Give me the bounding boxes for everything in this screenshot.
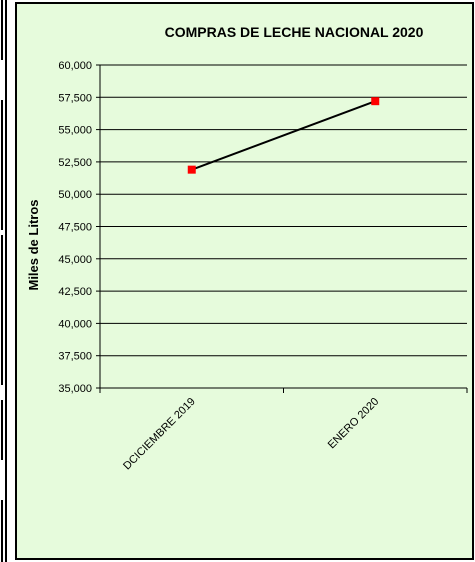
series-line [191,100,376,171]
y-tick-label: 45,000 [58,254,92,266]
x-category-label: ENERO 2020 [326,396,382,452]
y-tick-label: 57,500 [58,92,92,104]
y-tick-label: 60,000 [58,60,92,72]
y-tick-label: 47,500 [58,222,92,234]
y-tick-label: 55,000 [58,125,92,137]
y-tick-label: 52,500 [58,157,92,169]
y-tick-labels: 60,000 57,500 55,000 52,500 50,000 47,500 45,0… [58,60,100,395]
y-axis-label: Miles de Litros [26,199,41,290]
x-category-labels: DCICIEMBRE 2019 ENERO 2020 [121,396,381,473]
y-tick-label: 40,000 [58,318,92,330]
gridlines [100,64,467,389]
y-tick-label: 37,500 [58,351,92,363]
y-tick-label: 42,500 [58,286,92,298]
data-point [187,165,196,174]
chart-panel [15,2,474,560]
y-tick-label: 35,000 [58,383,92,395]
y-tick-label: 50,000 [58,189,92,201]
plot-series [187,97,380,174]
x-category-label: DCICIEMBRE 2019 [121,396,198,473]
axes [99,65,468,393]
left-edge-decoration [0,0,13,562]
data-point [371,97,380,106]
chart-title: COMPRAS DE LECHE NACIONAL 2020 [165,24,424,40]
